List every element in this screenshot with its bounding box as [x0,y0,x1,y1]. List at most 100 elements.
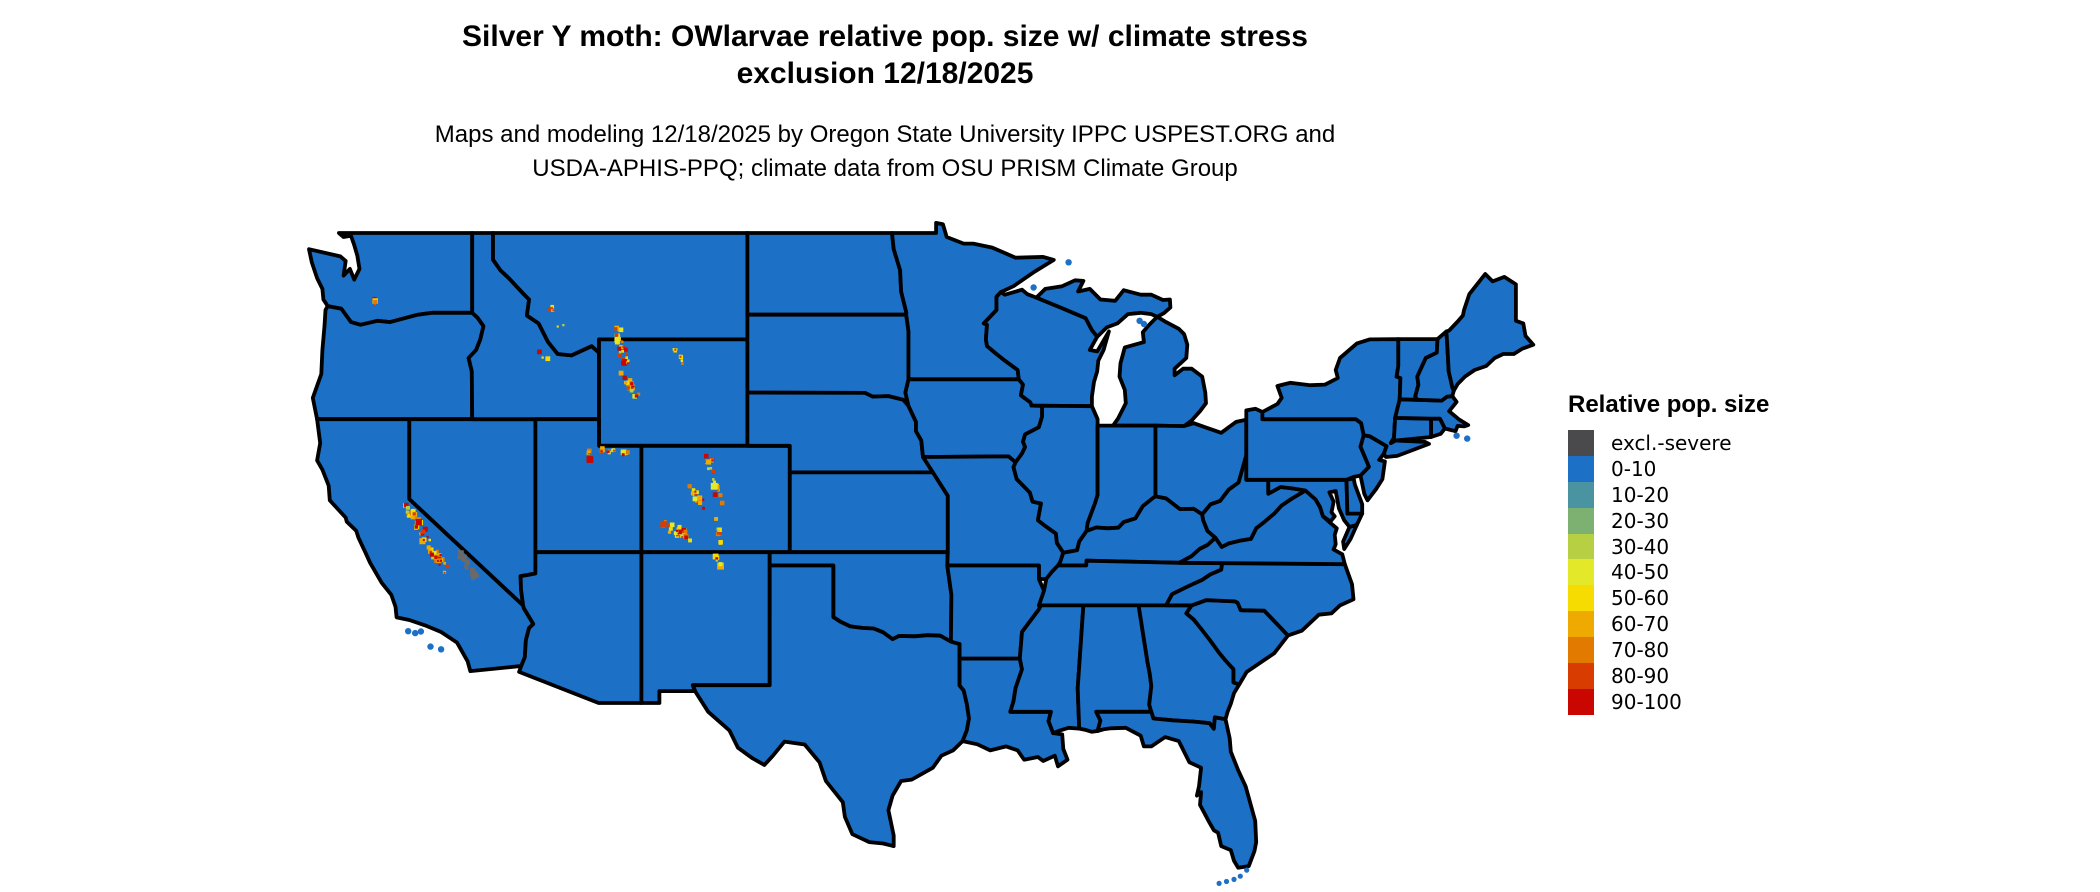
figure-subtitle: Maps and modeling 12/18/2025 by Oregon S… [0,118,1770,186]
hotspot-core-sierra-nevada [429,550,433,554]
hotspot-uinta-mountains [620,449,627,456]
legend-swatch [1568,455,1594,482]
hotspot-death-valley-exclusion [470,567,474,572]
legend-item: 30-40 [1568,533,1769,560]
hotspot-bighorn-mountains [680,359,684,362]
hotspot-sierra-nevada [434,558,440,564]
legend-item: 90-100 [1568,688,1769,715]
legend-title: Relative pop. size [1568,391,1770,418]
legend-swatch [1568,688,1594,715]
legend-label: excl.-severe [1611,430,1732,455]
hotspot-san-juan-mountains [667,523,672,528]
hotspot-wind-river-range [625,381,630,385]
hotspot-death-valley-exclusion [460,555,463,558]
hotspot-core-sierra-nevada [440,559,443,562]
legend-item: 40-50 [1568,559,1769,586]
hotspot-sierra-nevada [426,536,429,539]
state-nd [745,231,909,317]
hotspot-colorado-front-range [716,483,719,486]
hotspot-san-juan-mountains [668,526,673,531]
legend-item: 20-30 [1568,507,1769,534]
hotspot-absaroka-beartooth [621,360,626,366]
legend-label: 70-80 [1611,638,1670,663]
florida-key [1237,873,1243,879]
hotspot-core-absaroka-beartooth [625,353,628,356]
hotspot-death-valley-exclusion [470,571,475,576]
island [1065,259,1072,266]
state-az [517,550,644,705]
hotspot-core-sierra-nevada [412,512,416,516]
hotspot-core-uinta-mountains [612,449,615,452]
hotspot-core-bighorn-mountains [679,355,682,358]
hotspot-sawatch-elk-ranges [691,488,696,492]
state-wv [1200,453,1308,549]
hotspot-core-wasatch-range [587,456,593,462]
hotspot-colorado-front-range [712,478,715,481]
hotspot-absaroka-beartooth [614,337,620,343]
title-line-1: Silver Y moth: OWlarvae relative pop. si… [462,20,1308,53]
legend-item: 0-10 [1568,455,1769,482]
hotspot-sierra-nevada [432,551,437,556]
hotspot-core-san-juan-mountains [684,535,688,540]
state-tx [691,563,971,848]
hotspot-sierra-nevada [406,506,410,510]
hotspot-core-absaroka-beartooth [614,327,618,331]
island [412,629,419,637]
hotspot-colorado-front-range [709,467,713,470]
hotspot-sawatch-elk-ranges [698,500,703,505]
hotspot-sierra-nevada [407,513,410,516]
hotspot-montana-rockies [550,304,555,309]
legend-label: 60-70 [1611,612,1670,637]
hotspot-death-valley-exclusion [464,561,469,566]
hotspot-colorado-front-range [712,492,718,497]
legend-swatch [1568,585,1594,612]
state-md [1266,477,1365,529]
hotspot-sierra-nevada [438,564,441,566]
hotspot-core-san-juan-mountains [681,536,684,539]
hotspot-bighorn-mountains [681,362,684,365]
hotspot-sangre-de-cristo [714,517,718,521]
hotspot-sierra-nevada [419,538,426,545]
hotspot-sierra-nevada [431,555,435,560]
island [1464,435,1471,442]
hotspot-san-juan-mountains [667,530,672,534]
hotspot-core-sierra-nevada [437,559,440,563]
hotspot-sawatch-elk-ranges [692,496,698,502]
hotspot-colorado-front-range [713,480,716,484]
hotspot-colorado-front-range [718,493,723,498]
legend-label: 90-100 [1611,689,1682,714]
subtitle-line-2: USDA-APHIS-PPQ; climate data from OSU PR… [532,155,1238,182]
state-mi_lp [1111,314,1208,428]
hotspot-wind-river-range [637,392,641,396]
hotspot-sawatch-elk-ranges [696,495,703,501]
hotspot-sangre-de-cristo [717,529,720,533]
state-ct [1388,416,1433,445]
island [437,646,445,653]
population-hotspots [372,296,725,580]
legend-label: 30-40 [1611,534,1670,559]
hotspot-san-juan-mountains [669,522,675,528]
hotspot-sangre-de-cristo-nm [718,562,723,567]
hotspot-sierra-nevada [410,508,416,514]
hotspot-washington-cascades [373,299,378,305]
hotspot-uinta-mountains [625,450,630,455]
hotspot-sierra-nevada [415,519,422,526]
hotspot-montana-rockies [562,324,565,327]
legend-swatch [1568,559,1594,586]
legend-item: 70-80 [1568,637,1769,664]
state-me [1444,272,1536,393]
hotspot-core-absaroka-beartooth [626,362,629,365]
hotspot-core-sierra-nevada [443,571,446,574]
state-fl [1094,709,1259,870]
coastal-islands [405,259,1471,887]
state-or [310,304,486,422]
hotspot-montana-rockies [556,325,559,328]
hotspot-death-valley-exclusion [476,575,479,578]
island [405,628,412,635]
legend-swatch [1568,533,1594,560]
hotspot-core-sangre-de-cristo-nm [715,557,719,561]
hotspot-sierra-nevada [443,561,446,565]
hotspot-colorado-front-range [710,482,718,490]
legend-label: 0-10 [1611,456,1657,481]
hotspot-absaroka-beartooth [623,347,628,352]
